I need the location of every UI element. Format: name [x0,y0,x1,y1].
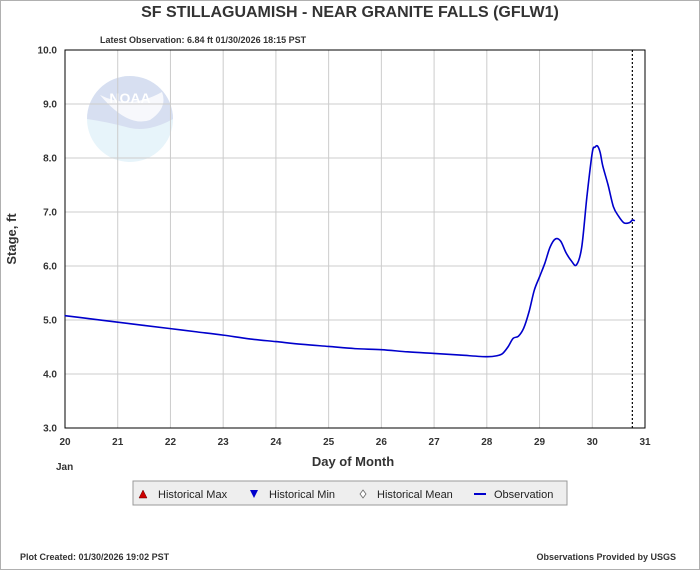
y-tick-label: 10.0 [38,46,58,57]
observation-point [575,264,578,266]
x-tick-label: 24 [270,437,282,448]
triangle-up-icon [138,489,148,499]
noaa-logo-bird [100,92,164,122]
x-tick-label: 31 [639,437,651,448]
y-tick-label: 9.0 [43,100,57,111]
observation-point [538,276,541,278]
y-tick-label: 4.0 [43,370,57,381]
observation-point [586,195,588,197]
y-tick-label: 8.0 [43,154,57,165]
observation-point [581,246,583,248]
observation-point [143,324,145,326]
x-tick-label: 22 [165,437,177,448]
noaa-watermark: NOAA [87,76,173,162]
observation-point [612,206,614,208]
legend: Historical Max Historical Min Historical… [132,480,568,506]
x-axis-ticks: 20 21 22 23 24 25 26 27 28 29 30 31 [59,437,651,448]
observation-point [169,328,172,330]
observation-point [496,355,498,357]
observation-point [64,315,66,317]
observation-point [486,356,488,358]
x-tick-label: 25 [323,437,335,448]
plot-area-border [64,49,646,429]
observation-point [570,260,572,262]
observation-point [459,354,462,356]
observation-point [565,251,567,254]
observation-point [90,318,92,320]
observation-point [599,152,601,154]
observation-point [591,152,593,154]
x-tick-label: 27 [429,437,441,448]
y-axis-ticks: 3.0 4.0 5.0 6.0 7.0 8.0 9.0 10.0 [38,46,58,435]
observation-series-line [64,144,635,358]
observation-point [628,222,630,224]
observation-points [64,145,636,358]
observation-point [631,219,633,221]
noaa-logo-upper [87,76,173,129]
x-tick-label: 21 [112,437,124,448]
x-tick-label: 30 [587,437,599,448]
observation-point [222,334,224,336]
diamond-icon [359,489,367,499]
legend-label-historical-max: Historical Max [158,489,228,501]
observation-point [596,145,599,147]
y-tick-label: 6.0 [43,262,57,273]
observation-point [549,246,551,248]
observation-point [554,238,556,240]
legend-box [132,480,568,506]
y-tick-label: 7.0 [43,208,57,219]
x-tick-label: 23 [218,437,230,448]
data-provider-text: Observations Provided by USGS [536,552,676,562]
legend-label-historical-min: Historical Min [269,489,335,501]
observation-point [528,311,530,313]
observation-point [523,327,525,329]
observation-point [512,337,514,339]
plot-created-text: Plot Created: 01/30/2026 19:02 PST [20,552,170,562]
triangle-down-icon [250,490,258,498]
x-tick-label: 29 [534,437,546,448]
observation-point [533,289,535,291]
x-axis-title: Day of Month [312,454,394,469]
observation-point [275,341,277,343]
observation-point [517,335,520,337]
observation-point [594,146,596,148]
observation-point [618,215,620,217]
x-tick-label: 26 [376,437,388,448]
noaa-logo-text: NOAA [109,90,150,106]
x-tick-label: 20 [59,437,71,448]
observation-point [607,184,609,186]
observation-point [354,348,356,350]
x-tick-label: 28 [481,437,493,448]
grid-lines [65,50,645,428]
y-tick-label: 5.0 [43,316,57,327]
observation-point [301,343,303,345]
observation-point [196,331,198,333]
observation-point [633,220,636,222]
observation-point [117,321,119,323]
x-month-label: Jan [56,462,73,473]
observation-point [407,351,409,353]
observation-point [433,352,435,355]
y-tick-label: 3.0 [43,424,57,435]
observation-point [560,240,562,242]
legend-label-observation: Observation [494,489,553,501]
observation-point [248,338,251,340]
observation-point [380,349,382,351]
observation-point [502,352,504,355]
latest-observation: Latest Observation: 6.84 ft 01/30/2026 1… [100,35,307,45]
observation-point [623,222,625,224]
observation-point [328,345,330,348]
y-axis-title: Stage, ft [4,213,19,265]
observation-point [507,346,509,348]
legend-label-historical-mean: Historical Mean [377,489,453,501]
chart-title: SF STILLAGUAMISH - NEAR GRANITE FALLS (G… [141,4,559,21]
observation-point [602,165,604,167]
observation-point [544,262,546,264]
